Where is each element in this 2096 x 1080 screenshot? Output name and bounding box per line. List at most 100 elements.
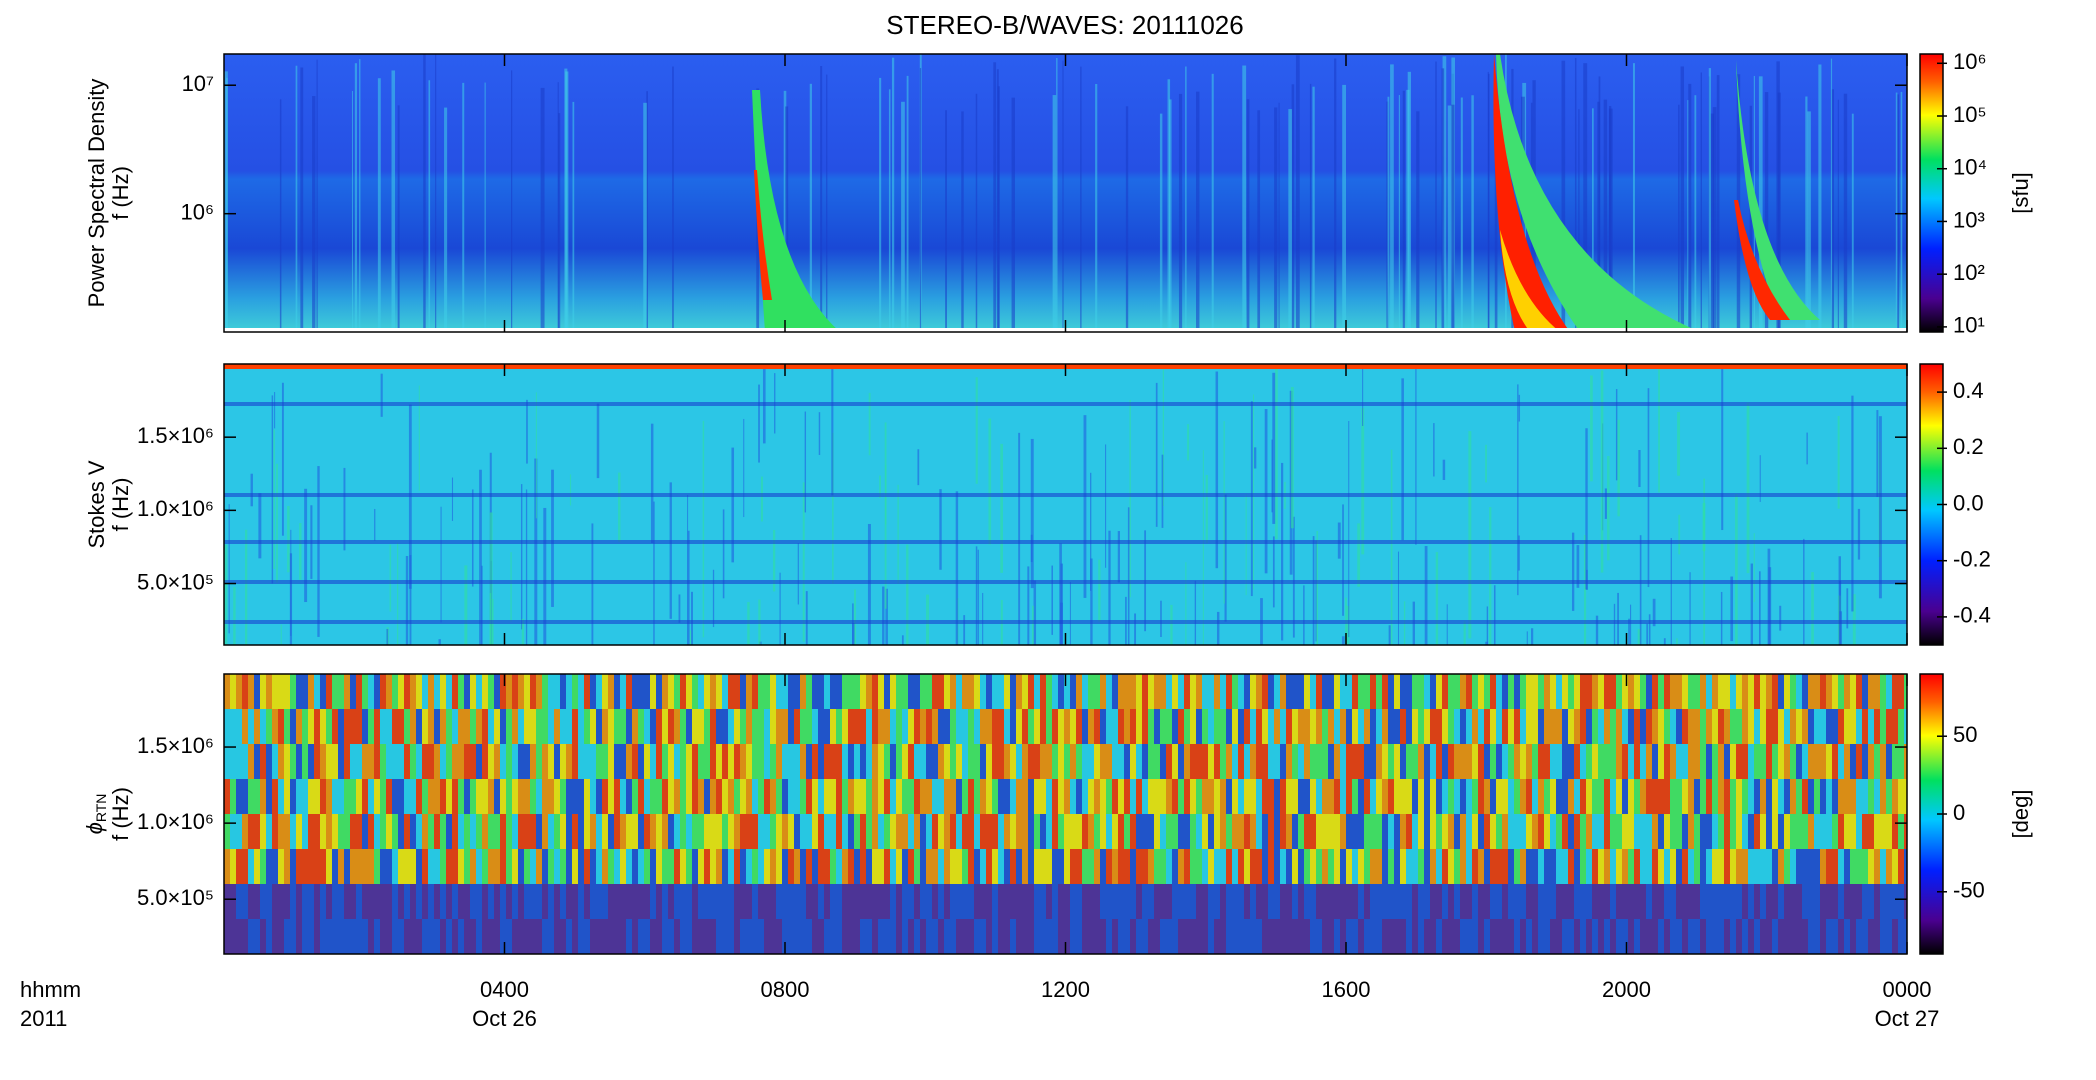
texture-cell — [1658, 814, 1664, 849]
texture-cell — [944, 884, 950, 919]
texture-cell — [1568, 849, 1574, 884]
texture-cell — [1538, 884, 1544, 919]
texture-cell — [1550, 884, 1556, 919]
texture-cell — [1118, 884, 1124, 919]
texture-cell — [1286, 744, 1292, 779]
texture-cell — [842, 919, 848, 954]
texture-cell — [938, 919, 944, 954]
texture-streak — [1900, 91, 1903, 332]
texture-cell — [1868, 674, 1874, 709]
texture-cell — [590, 709, 596, 744]
texture-cell — [656, 744, 662, 779]
texture-cell — [1130, 919, 1136, 954]
texture-cell — [806, 744, 812, 779]
texture-cell — [1658, 779, 1664, 814]
texture-cell — [704, 919, 710, 954]
texture-cell — [1490, 849, 1496, 884]
texture-cell — [560, 674, 566, 709]
texture-cell — [542, 744, 548, 779]
texture-cell — [1532, 744, 1538, 779]
texture-cell — [1520, 709, 1526, 744]
texture-cell — [500, 814, 506, 849]
texture-streak — [1694, 95, 1697, 332]
texture-cell — [488, 674, 494, 709]
texture-cell — [962, 884, 968, 919]
texture-streak — [543, 507, 547, 645]
texture-cell — [1496, 919, 1502, 954]
texture-cell — [1388, 674, 1394, 709]
texture-cell — [1298, 779, 1304, 814]
texture-cell — [1412, 849, 1418, 884]
texture-cell — [1796, 919, 1802, 954]
texture-cell — [1856, 814, 1862, 849]
texture-cell — [1460, 779, 1466, 814]
texture-cell — [1772, 884, 1778, 919]
texture-streak — [224, 544, 228, 645]
texture-cell — [1394, 744, 1400, 779]
texture-cell — [248, 709, 254, 744]
texture-streak — [879, 475, 881, 499]
texture-cell — [1376, 849, 1382, 884]
texture-cell — [902, 849, 908, 884]
texture-cell — [638, 884, 644, 919]
texture-cell — [1286, 919, 1292, 954]
texture-cell — [1616, 744, 1622, 779]
texture-streak — [1242, 65, 1247, 332]
texture-cell — [1490, 919, 1496, 954]
texture-cell — [1478, 814, 1484, 849]
texture-streak — [906, 544, 909, 645]
texture-cell — [302, 884, 308, 919]
texture-cell — [560, 744, 566, 779]
texture-cell — [1352, 919, 1358, 954]
texture-cell — [1136, 709, 1142, 744]
texture-streak — [1169, 99, 1172, 332]
texture-cell — [1640, 709, 1646, 744]
texture-streak — [1415, 366, 1417, 545]
texture-cell — [302, 849, 308, 884]
texture-cell — [566, 709, 572, 744]
texture-cell — [1634, 814, 1640, 849]
texture-cell — [908, 814, 914, 849]
texture-cell — [686, 919, 692, 954]
texture-cell — [1652, 779, 1658, 814]
texture-cell — [1280, 779, 1286, 814]
texture-cell — [962, 744, 968, 779]
texture-cell — [824, 814, 830, 849]
texture-streak — [919, 68, 922, 332]
texture-cell — [356, 814, 362, 849]
texture-cell — [1358, 709, 1364, 744]
texture-cell — [1160, 744, 1166, 779]
texture-cell — [440, 674, 446, 709]
texture-streak — [1407, 71, 1412, 332]
texture-cell — [1490, 779, 1496, 814]
texture-cell — [1496, 744, 1502, 779]
texture-cell — [1688, 674, 1694, 709]
texture-cell — [1226, 744, 1232, 779]
texture-cell — [1202, 674, 1208, 709]
texture-cell — [224, 919, 230, 954]
texture-cell — [602, 814, 608, 849]
texture-streak — [1595, 615, 1599, 645]
texture-cell — [1748, 814, 1754, 849]
texture-cell — [824, 849, 830, 884]
texture-streak — [747, 602, 750, 645]
texture-cell — [1766, 709, 1772, 744]
texture-streak — [1083, 415, 1087, 598]
texture-cell — [1286, 709, 1292, 744]
texture-cell — [392, 884, 398, 919]
texture-cell — [776, 814, 782, 849]
texture-streak — [462, 82, 465, 332]
y-tick-label: 5.0×10⁵ — [137, 885, 214, 910]
texture-cell — [1118, 674, 1124, 709]
texture-cell — [1784, 849, 1790, 884]
texture-streak — [975, 546, 978, 645]
texture-cell — [1628, 849, 1634, 884]
texture-cell — [1022, 814, 1028, 849]
texture-cell — [1346, 709, 1352, 744]
texture-cell — [1628, 884, 1634, 919]
texture-cell — [410, 744, 416, 779]
texture-streak — [1702, 503, 1706, 552]
texture-cell — [350, 884, 356, 919]
texture-cell — [440, 814, 446, 849]
texture-cell — [914, 709, 920, 744]
